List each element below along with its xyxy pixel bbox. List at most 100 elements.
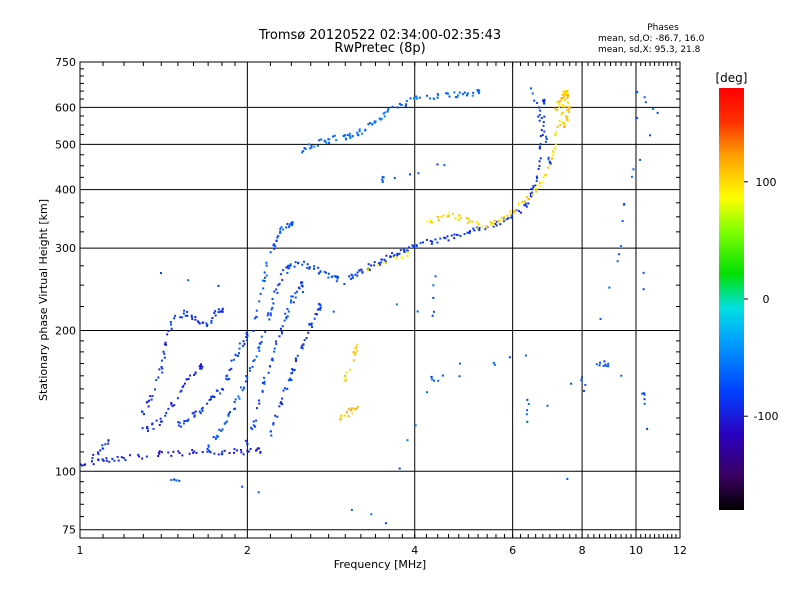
- echo-point: [187, 377, 190, 380]
- echo-point: [173, 317, 176, 320]
- echo-point: [532, 185, 535, 188]
- echo-point: [434, 238, 437, 241]
- echo-point: [199, 363, 202, 366]
- echo-point: [124, 459, 127, 462]
- echo-point: [242, 453, 245, 456]
- echo-point: [380, 261, 383, 264]
- echo-point: [306, 263, 309, 266]
- x-axis-label: Frequency [MHz]: [334, 558, 426, 571]
- echo-point: [453, 91, 456, 94]
- echo-point: [172, 478, 175, 481]
- echo-point: [271, 306, 274, 309]
- echo-point: [366, 266, 369, 269]
- echo-point: [559, 100, 562, 103]
- echo-point: [467, 217, 470, 220]
- echo-point: [477, 223, 480, 226]
- echo-point: [338, 418, 341, 421]
- echo-point: [225, 377, 228, 380]
- echo-point: [148, 399, 151, 402]
- y-tick-label: 200: [55, 324, 76, 337]
- echo-point: [497, 220, 500, 223]
- echo-point: [170, 478, 173, 481]
- echo-point: [530, 195, 533, 198]
- echo-point: [242, 344, 245, 347]
- echo-point: [261, 381, 264, 384]
- echo-point: [492, 224, 495, 227]
- echo-point: [527, 402, 530, 405]
- echo-point: [281, 332, 284, 335]
- echo-point: [300, 281, 303, 284]
- echo-point: [150, 398, 153, 401]
- echo-point: [318, 139, 321, 142]
- echo-point: [366, 268, 369, 271]
- echo-point: [330, 276, 333, 279]
- echo-point: [402, 247, 405, 250]
- echo-point: [301, 151, 304, 154]
- echo-point: [97, 453, 100, 456]
- echo-point: [157, 454, 160, 457]
- grid-lines: [80, 62, 680, 538]
- echo-point: [354, 273, 357, 276]
- echo-point: [207, 444, 210, 447]
- echo-point: [494, 219, 497, 222]
- echo-point: [234, 354, 237, 357]
- echo-point: [433, 379, 436, 382]
- echo-point: [565, 92, 568, 95]
- echo-point: [217, 435, 220, 438]
- echo-point: [510, 216, 513, 219]
- echo-point: [239, 386, 242, 389]
- echo-point: [183, 309, 186, 312]
- echo-point: [383, 111, 386, 114]
- echo-point: [91, 457, 94, 460]
- echo-point: [187, 418, 190, 421]
- echo-point: [352, 407, 355, 410]
- echo-point: [290, 295, 293, 298]
- echo-point: [163, 352, 166, 355]
- echo-point: [419, 242, 422, 245]
- echo-point: [465, 217, 468, 220]
- echo-point: [295, 290, 298, 293]
- echo-point: [409, 97, 412, 100]
- echo-point: [561, 105, 564, 108]
- echo-point: [390, 255, 393, 258]
- echo-point: [436, 163, 439, 166]
- echo-point: [215, 434, 218, 437]
- echo-point: [369, 122, 372, 125]
- echo-point: [199, 367, 202, 370]
- echo-point: [327, 272, 330, 275]
- echo-point: [431, 221, 434, 224]
- echo-point: [209, 451, 212, 454]
- echo-point: [496, 220, 499, 223]
- echo-point: [537, 167, 540, 170]
- echo-point: [348, 275, 351, 278]
- echo-point: [510, 213, 513, 216]
- echo-point: [328, 141, 331, 144]
- echo-point: [217, 308, 220, 311]
- echo-point: [525, 205, 528, 208]
- echo-point: [186, 314, 189, 317]
- echo-point: [220, 429, 223, 432]
- echo-point: [323, 270, 326, 273]
- echo-point: [351, 412, 354, 415]
- echo-point: [198, 410, 201, 413]
- echo-point: [383, 258, 386, 261]
- y-tick-label: 300: [55, 242, 76, 255]
- echo-point: [639, 158, 642, 161]
- echo-point: [164, 414, 167, 417]
- axis-labels: 1 2 4 6 8 10 1275100200300400500600750Frequenc…: [37, 56, 687, 571]
- echo-point: [260, 341, 263, 344]
- echo-point: [111, 457, 114, 460]
- echo-point: [350, 407, 353, 410]
- echo-point: [201, 451, 204, 454]
- echo-point: [293, 265, 296, 268]
- echo-point: [466, 221, 469, 224]
- echo-point: [242, 386, 245, 389]
- echo-point: [485, 226, 488, 229]
- echo-point: [226, 420, 229, 423]
- echo-point: [188, 452, 191, 455]
- echo-point: [517, 203, 520, 206]
- echo-point: [562, 90, 565, 93]
- echo-point: [378, 262, 381, 265]
- echo-point: [173, 404, 176, 407]
